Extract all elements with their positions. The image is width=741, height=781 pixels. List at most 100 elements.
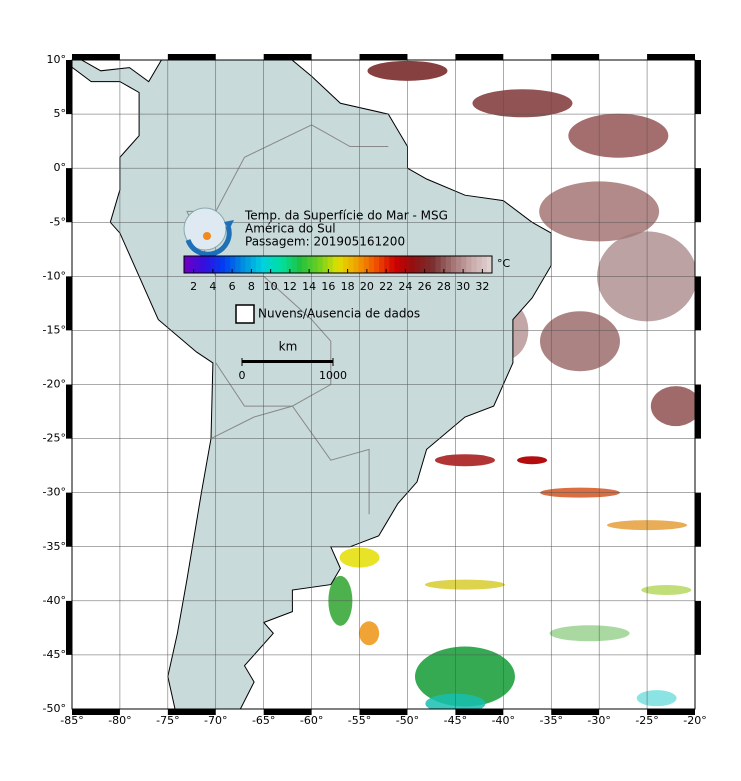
colorbar-cell bbox=[486, 256, 493, 273]
colorbar-tick-label: 12 bbox=[283, 280, 297, 293]
colorbar-cell bbox=[440, 256, 447, 273]
colorbar-cell bbox=[276, 256, 283, 273]
colorbar-cell bbox=[353, 256, 360, 273]
lat-tick-label: -5° bbox=[50, 215, 66, 228]
lon-tick-label: -20° bbox=[683, 714, 706, 727]
lat-tick-label: -40° bbox=[43, 594, 66, 607]
lon-tick-label: -45° bbox=[444, 714, 467, 727]
colorbar-cell bbox=[199, 256, 206, 273]
colorbar-cell bbox=[281, 256, 288, 273]
colorbar-cell bbox=[332, 256, 339, 273]
lat-tick-label: -20° bbox=[43, 378, 66, 391]
colorbar-tick-label: 22 bbox=[379, 280, 393, 293]
lon-tick-label: -40° bbox=[492, 714, 515, 727]
colorbar-cell bbox=[430, 256, 437, 273]
sst-patch bbox=[359, 621, 380, 646]
lat-tick-label: -25° bbox=[43, 432, 66, 445]
colorbar-cell bbox=[307, 256, 313, 273]
colorbar-cell bbox=[415, 256, 421, 273]
colorbar-cell bbox=[302, 256, 308, 273]
logo-arc bbox=[185, 225, 232, 257]
sst-patch bbox=[414, 646, 515, 707]
scale-tick-label: 1000 bbox=[319, 369, 347, 382]
lon-tick-label: -60° bbox=[300, 714, 323, 727]
logo-sun bbox=[203, 232, 211, 240]
lat-tick-label: -15° bbox=[43, 323, 66, 336]
colorbar-cell bbox=[322, 256, 329, 273]
sst-patch bbox=[636, 690, 677, 707]
colorbar-cell bbox=[466, 256, 472, 273]
colorbar-cell bbox=[189, 256, 195, 273]
colorbar-cell bbox=[409, 256, 416, 273]
sst-patch bbox=[641, 585, 692, 596]
colorbar-tick-label: 2 bbox=[190, 280, 197, 293]
lat-tick-label: 5° bbox=[54, 107, 67, 120]
lon-tick-label: -50° bbox=[396, 714, 419, 727]
colorbar-cell bbox=[384, 256, 390, 273]
sst-patch bbox=[434, 454, 495, 467]
colorbar-tick-label: 26 bbox=[418, 280, 432, 293]
colorbar-tick-label: 14 bbox=[302, 280, 316, 293]
colorbar-cell bbox=[368, 256, 375, 273]
colorbar-cell bbox=[389, 256, 395, 273]
logo bbox=[183, 207, 234, 257]
colorbar-tick-label: 20 bbox=[360, 280, 374, 293]
title-line: América do Sul bbox=[245, 222, 336, 236]
colorbar-cell bbox=[379, 256, 385, 273]
legend-label: Nuvens/Ausencia de dados bbox=[258, 307, 420, 321]
lat-tick-label: -10° bbox=[43, 269, 66, 282]
colorbar-cell bbox=[338, 256, 344, 273]
colorbar-cell bbox=[184, 256, 190, 273]
scale-unit: km bbox=[279, 340, 298, 354]
scale-bar bbox=[242, 360, 333, 363]
colorbar-cell bbox=[317, 256, 324, 273]
lat-tick-label: 10° bbox=[47, 53, 67, 66]
colorbar-tick-label: 16 bbox=[321, 280, 335, 293]
colorbar-cell bbox=[343, 256, 349, 273]
colorbar-cell bbox=[250, 256, 257, 273]
colorbar-cell bbox=[363, 256, 370, 273]
colorbar-cell bbox=[358, 256, 365, 273]
colorbar-tick-label: 24 bbox=[398, 280, 412, 293]
colorbar-cell bbox=[456, 256, 462, 273]
colorbar-cell bbox=[348, 256, 354, 273]
colorbar-tick-label: 6 bbox=[229, 280, 236, 293]
lat-tick-label: -50° bbox=[43, 702, 66, 715]
colorbar-tick-label: 4 bbox=[209, 280, 216, 293]
lon-tick-label: -65° bbox=[252, 714, 275, 727]
colorbar-cell bbox=[399, 256, 406, 273]
colorbar-tick-label: 30 bbox=[456, 280, 470, 293]
colorbar-cell bbox=[194, 256, 200, 273]
scale-tick-label: 0 bbox=[239, 369, 246, 382]
colorbar-cell bbox=[425, 256, 431, 273]
title-line: Passagem: 201905161200 bbox=[245, 235, 405, 249]
lon-tick-label: -80° bbox=[108, 714, 131, 727]
colorbar-cell bbox=[481, 256, 488, 273]
colorbar-cell bbox=[312, 256, 318, 273]
lon-tick-label: -35° bbox=[539, 714, 562, 727]
colorbar-cell bbox=[230, 256, 236, 273]
colorbar-cell bbox=[450, 256, 457, 273]
colorbar-cell bbox=[296, 256, 303, 273]
colorbar-cell bbox=[225, 256, 231, 273]
colorbar-tick-label: 32 bbox=[475, 280, 489, 293]
colorbar-cell bbox=[461, 256, 467, 273]
colorbar-cell bbox=[261, 256, 267, 273]
sst-patch bbox=[568, 113, 669, 158]
sst-patch bbox=[472, 89, 573, 118]
colorbar-cell bbox=[204, 256, 211, 273]
lat-tick-label: -35° bbox=[43, 540, 66, 553]
lon-tick-label: -25° bbox=[635, 714, 658, 727]
colorbar-tick-label: 18 bbox=[341, 280, 355, 293]
lat-tick-label: -30° bbox=[43, 486, 66, 499]
lon-tick-label: -55° bbox=[348, 714, 371, 727]
logo-arrow bbox=[224, 220, 234, 230]
colorbar-cell bbox=[245, 256, 252, 273]
colorbar-tick-label: 28 bbox=[437, 280, 451, 293]
colorbar-cell bbox=[476, 256, 483, 273]
colorbar-cell bbox=[266, 256, 272, 273]
colorbar-tick-label: 8 bbox=[248, 280, 255, 293]
title-line: Temp. da Superfície do Mar - MSG bbox=[244, 209, 448, 223]
lon-tick-label: -75° bbox=[156, 714, 179, 727]
colorbar-cell bbox=[404, 256, 411, 273]
